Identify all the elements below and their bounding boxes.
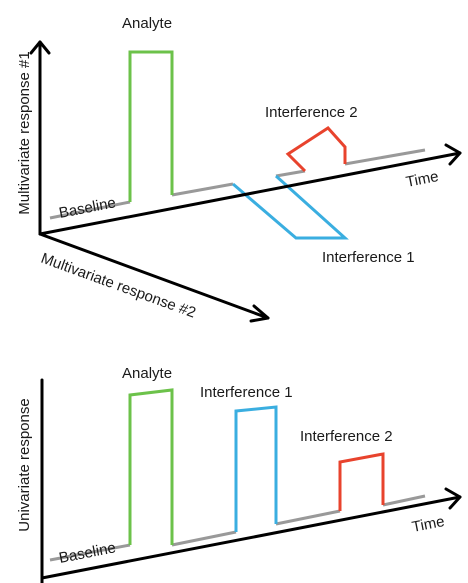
top-interference2-peak (285, 126, 347, 173)
bottom-analyte-label: Analyte (122, 365, 172, 382)
bottom-interference2-label: Interference 2 (300, 428, 393, 445)
top-y-axis-arrowhead (29, 40, 51, 55)
bottom-analyte-peak (128, 388, 174, 545)
top-interference1-peak (232, 174, 349, 240)
bottom-baseline-label: Baseline (58, 539, 118, 567)
bottom-y-axis-label: Univariate response (16, 398, 33, 531)
top-baseline-trace (49, 148, 426, 220)
top-interference1-label: Interference 1 (322, 249, 415, 266)
bottom-time-axis-arrowhead (444, 487, 462, 510)
top-time-axis-arrowhead (444, 143, 462, 166)
top-analyte-label: Analyte (122, 15, 172, 32)
top-interference2-label: Interference 2 (265, 104, 358, 121)
bottom-baseline-trace (49, 494, 426, 562)
bottom-interference1-label: Interference 1 (200, 384, 293, 401)
bottom-interference1-peak (234, 405, 278, 532)
top-time-axis-label: Time (405, 168, 440, 191)
top-analyte-peak (128, 50, 174, 202)
top-response2-axis-label: Multivariate response #2 (39, 250, 198, 322)
bottom-time-axis-label: Time (411, 513, 446, 536)
top-panel: Multivariate response #1 Time Multivaria… (16, 15, 462, 323)
bottom-panel: Univariate response Time Baseline Analyt… (16, 365, 462, 583)
bottom-interference2-peak (338, 452, 385, 511)
top-response2-axis-arrowhead (249, 304, 270, 323)
bottom-time-axis (40, 495, 462, 580)
top-response2-axis (38, 232, 270, 320)
top-y-axis-label: Multivariate response #1 (16, 51, 33, 214)
top-time-axis (38, 151, 462, 236)
top-baseline-label: Baseline (58, 194, 118, 222)
